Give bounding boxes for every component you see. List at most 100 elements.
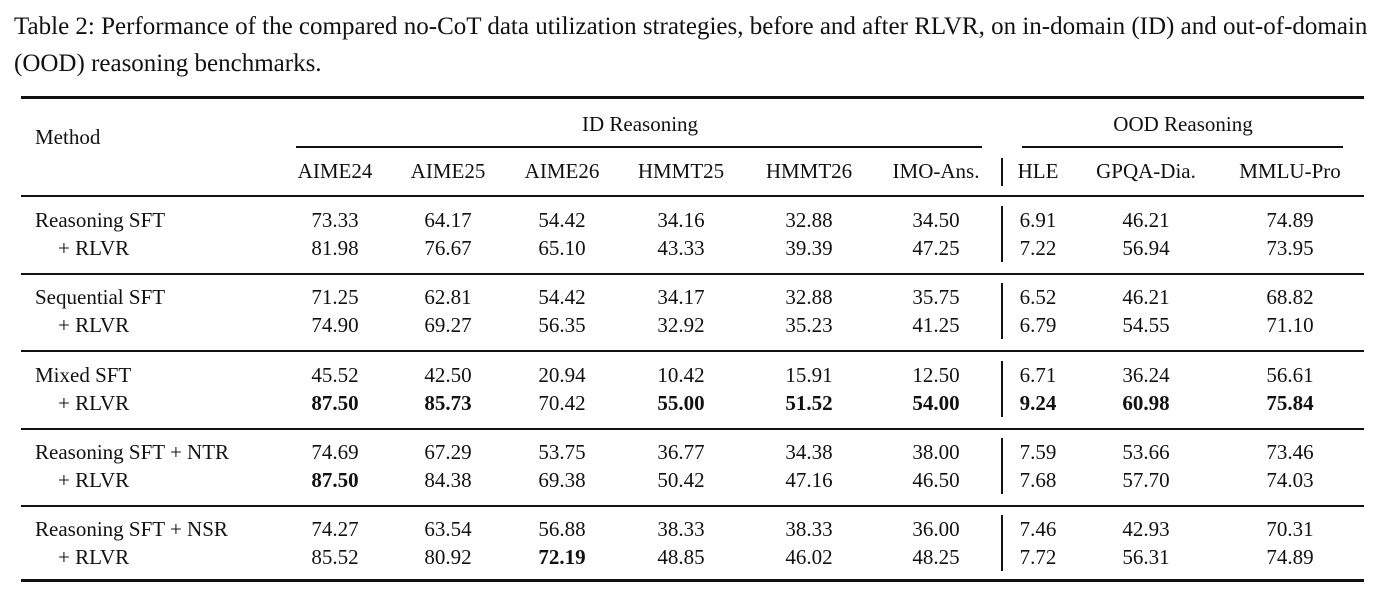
table-cell: 73.33 <box>311 208 359 232</box>
method-header: Method <box>35 125 101 149</box>
column-header: HLE <box>1017 159 1059 183</box>
table-cell: 85.52 <box>311 545 359 569</box>
group-cmidrule <box>1022 146 1343 148</box>
table-cell: 39.39 <box>785 236 833 260</box>
table-cell: 53.75 <box>538 440 586 464</box>
table-cell: 73.46 <box>1266 440 1314 464</box>
table-cell: 50.42 <box>657 468 705 492</box>
table-cell: 7.68 <box>1019 468 1057 492</box>
table-cell: 48.85 <box>657 545 705 569</box>
column-separator <box>1001 515 1003 571</box>
table-cell: 65.10 <box>538 236 586 260</box>
table-cell: 6.52 <box>1019 285 1057 309</box>
table-cell: 46.21 <box>1122 208 1170 232</box>
table-cell: 85.73 <box>424 391 472 415</box>
table-cell: 56.88 <box>538 517 586 541</box>
table-cell: 54.42 <box>538 285 586 309</box>
table-cell: 56.61 <box>1266 363 1314 387</box>
table-cell: 9.24 <box>1019 391 1057 415</box>
table-midrule <box>21 273 1364 275</box>
column-header: HMMT26 <box>765 159 853 183</box>
table-cell: 48.25 <box>912 545 960 569</box>
table-cell: 62.81 <box>424 285 472 309</box>
table-cell: 46.21 <box>1122 285 1170 309</box>
table-cell: 34.16 <box>657 208 705 232</box>
table-cell: 38.33 <box>785 517 833 541</box>
table-caption: Table 2: Performance of the compared no-… <box>14 13 1368 77</box>
table-cell: 74.90 <box>311 313 359 337</box>
table-cell: 56.94 <box>1122 236 1170 260</box>
table-cell: 46.02 <box>785 545 833 569</box>
column-header: AIME24 <box>297 159 373 183</box>
table-cell: 73.95 <box>1266 236 1314 260</box>
table-top-rule <box>21 96 1364 99</box>
table-cell: 74.89 <box>1266 545 1314 569</box>
table-midrule <box>21 195 1364 197</box>
table-cell: 53.66 <box>1122 440 1170 464</box>
table-midrule <box>21 350 1364 352</box>
table-cell: 46.50 <box>912 468 960 492</box>
table-cell: 47.25 <box>912 236 960 260</box>
column-separator <box>1001 158 1003 186</box>
table-cell: 6.91 <box>1019 208 1057 232</box>
table-cell: 74.27 <box>311 517 359 541</box>
group-cmidrule <box>296 146 982 148</box>
method-name: + RLVR <box>58 545 130 569</box>
column-header: AIME25 <box>410 159 486 183</box>
table-cell: 57.70 <box>1122 468 1170 492</box>
table-cell: 34.17 <box>657 285 705 309</box>
table-cell: 36.77 <box>657 440 705 464</box>
table-cell: 74.69 <box>311 440 359 464</box>
table-cell: 35.23 <box>785 313 833 337</box>
table-cell: 34.50 <box>912 208 960 232</box>
method-name: + RLVR <box>58 391 130 415</box>
table-cell: 7.72 <box>1019 545 1057 569</box>
table-cell: 12.50 <box>912 363 960 387</box>
table-cell: 35.75 <box>912 285 960 309</box>
table-cell: 10.42 <box>657 363 705 387</box>
method-name: Reasoning SFT + NTR <box>35 440 230 464</box>
table-cell: 54.42 <box>538 208 586 232</box>
table-cell: 7.22 <box>1019 236 1057 260</box>
method-name: Reasoning SFT + NSR <box>35 517 228 541</box>
method-name: Mixed SFT <box>35 363 132 387</box>
table-cell: 69.38 <box>538 468 586 492</box>
method-name: + RLVR <box>58 313 130 337</box>
group-header: ID Reasoning <box>581 112 699 136</box>
table-cell: 87.50 <box>311 391 359 415</box>
column-header: MMLU-Pro <box>1239 159 1341 183</box>
table-cell: 20.94 <box>538 363 586 387</box>
table-cell: 80.92 <box>424 545 472 569</box>
column-header: GPQA-Dia. <box>1096 159 1196 183</box>
table-cell: 63.54 <box>424 517 472 541</box>
table-cell: 36.24 <box>1122 363 1170 387</box>
table-cell: 51.52 <box>785 391 833 415</box>
column-header: HMMT25 <box>637 159 725 183</box>
table-cell: 42.93 <box>1122 517 1170 541</box>
table-cell: 36.00 <box>912 517 960 541</box>
table-cell: 41.25 <box>912 313 960 337</box>
table-bottom-rule <box>21 579 1364 582</box>
table-cell: 54.00 <box>912 391 960 415</box>
table-cell: 76.67 <box>424 236 472 260</box>
column-header: AIME26 <box>524 159 600 183</box>
table-cell: 32.88 <box>785 285 833 309</box>
table-cell: 56.35 <box>538 313 586 337</box>
column-separator <box>1001 361 1003 417</box>
table-cell: 67.29 <box>424 440 472 464</box>
table-cell: 60.98 <box>1122 391 1170 415</box>
table-cell: 6.79 <box>1019 313 1057 337</box>
method-name: Reasoning SFT <box>35 208 166 232</box>
table-cell: 69.27 <box>424 313 472 337</box>
table-cell: 7.59 <box>1019 440 1057 464</box>
table-cell: 45.52 <box>311 363 359 387</box>
table-cell: 38.00 <box>912 440 960 464</box>
table-cell: 34.38 <box>785 440 833 464</box>
table-cell: 32.92 <box>657 313 705 337</box>
column-separator <box>1001 283 1003 339</box>
method-name: + RLVR <box>58 468 130 492</box>
column-header: IMO-Ans. <box>892 159 980 183</box>
table-cell: 6.71 <box>1019 363 1057 387</box>
method-name: Sequential SFT <box>35 285 166 309</box>
table-midrule <box>21 428 1364 430</box>
